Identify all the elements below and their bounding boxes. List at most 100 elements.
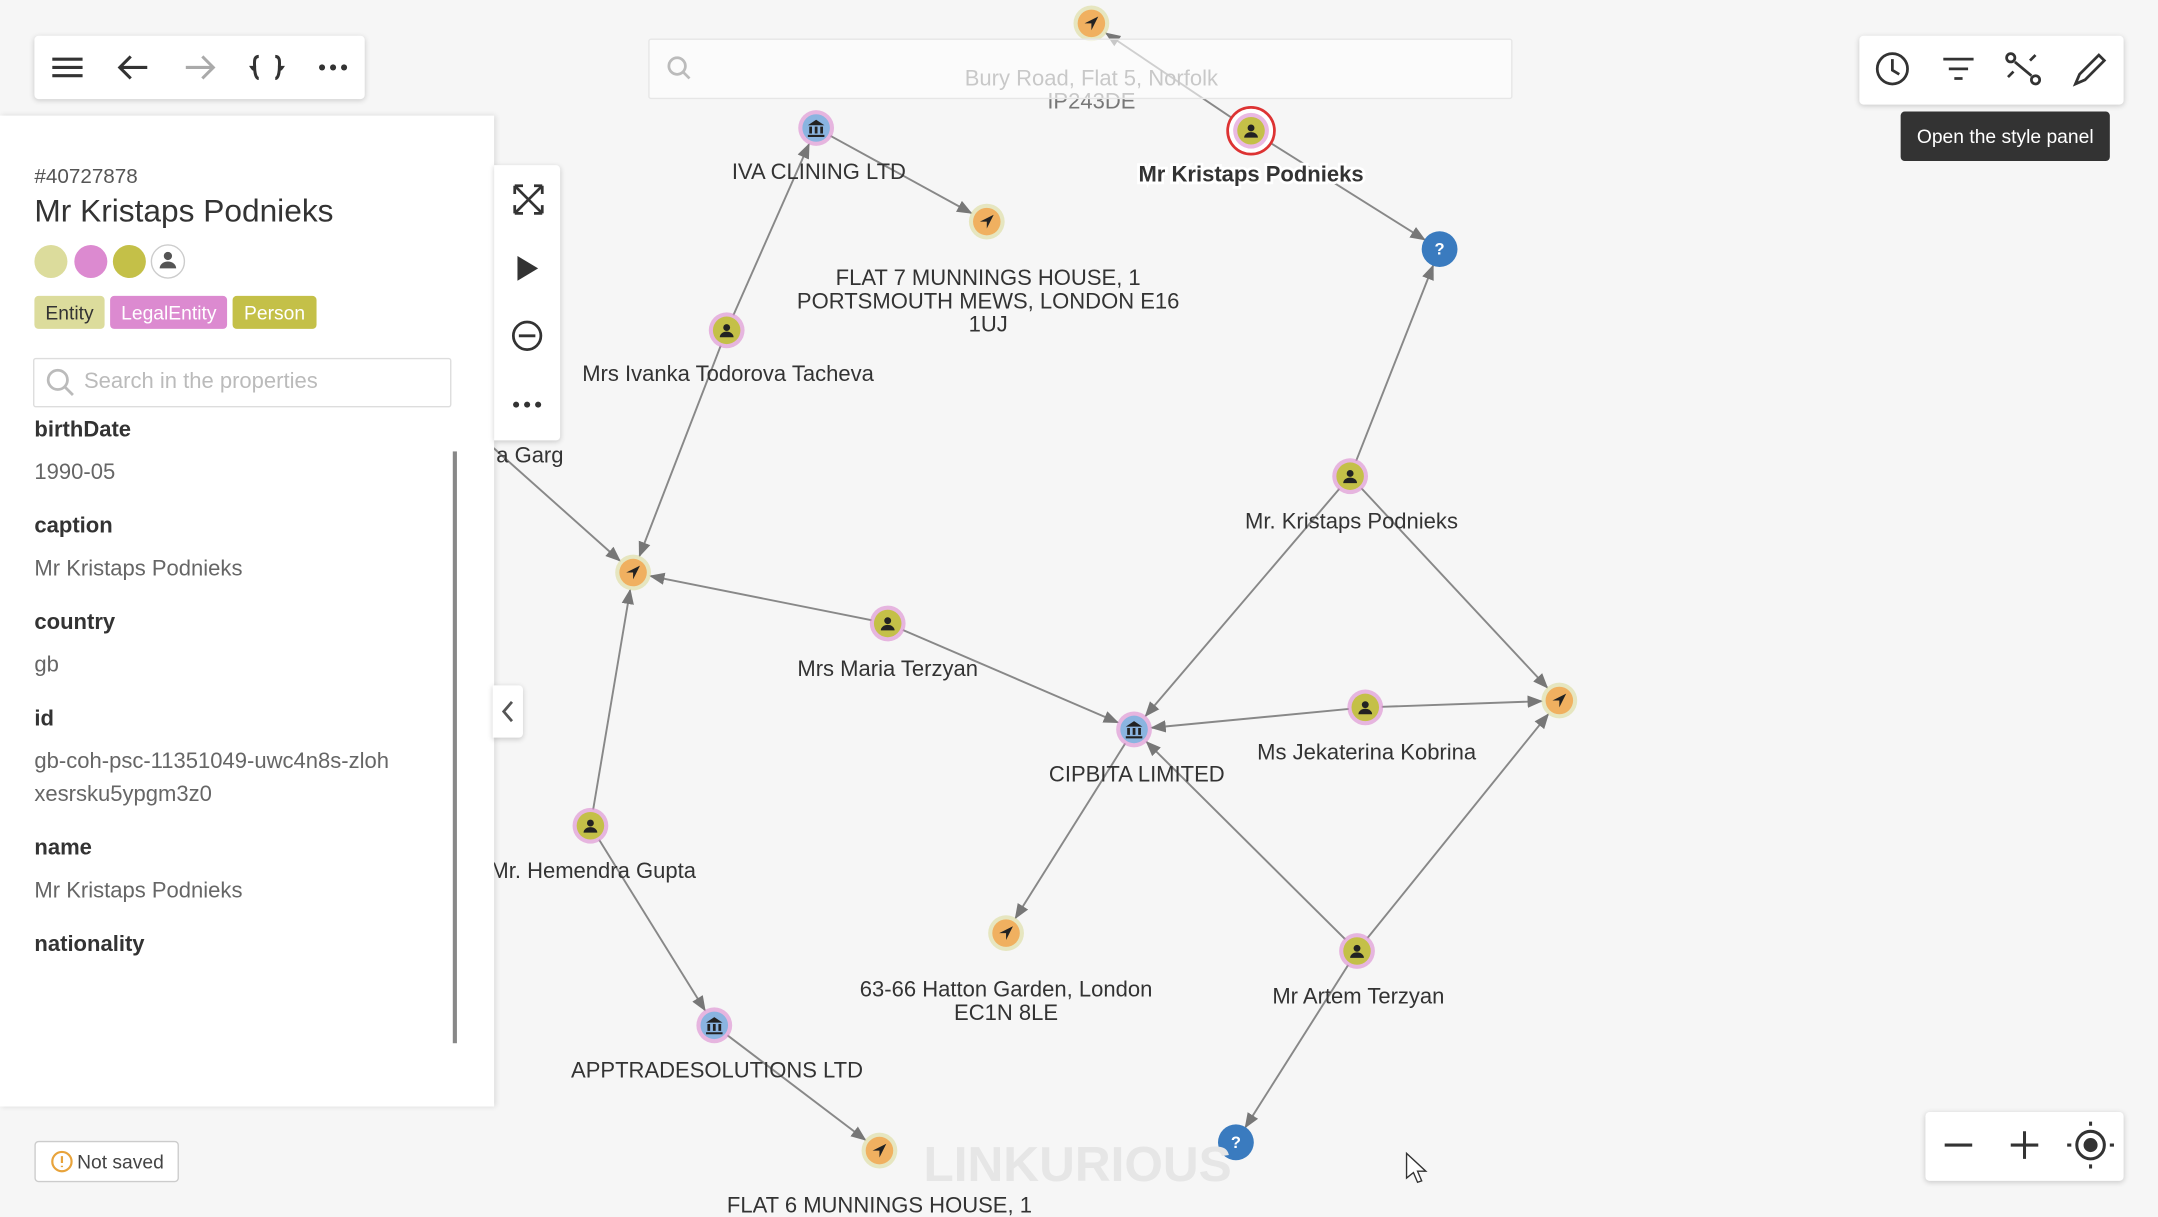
- toolbar: [34, 35, 365, 100]
- collapse-icon: [501, 701, 514, 723]
- property-key: id: [34, 707, 54, 731]
- address-icon: [1552, 693, 1567, 708]
- person-icon: [1343, 477, 1358, 484]
- person-icon: [719, 331, 734, 338]
- address-icon: [1084, 16, 1099, 31]
- node[interactable]: APPTRADESOLUTIONS LTD: [571, 1007, 863, 1083]
- company-icon: [706, 1017, 723, 1035]
- property-key: birthDate: [34, 418, 132, 442]
- save-status: Not saved: [34, 1140, 179, 1183]
- property-value: gb-coh-psc-11351049-uwc4n8s-zlohxesrsku5…: [34, 750, 389, 807]
- property-value: 1990-05: [34, 461, 116, 485]
- person-icon: [1358, 708, 1373, 715]
- graph-controls: [494, 165, 561, 441]
- property-key: nationality: [34, 933, 145, 957]
- tags: Entity LegalEntity Person: [34, 295, 321, 329]
- details-panel: #40727878 Mr Kristaps Podnieks Entity Leg…: [0, 115, 495, 1107]
- node[interactable]: Mrs Ivanka Todorova Tacheva: [582, 312, 875, 386]
- node-label: APPTRADESOLUTIONS LTD: [571, 1058, 863, 1083]
- address-icon: [999, 926, 1013, 940]
- node[interactable]: Mr Kristaps Podnieks: [1136, 105, 1366, 189]
- node-title: Mr Kristaps Podnieks: [34, 192, 334, 229]
- company-icon: [1125, 721, 1143, 739]
- node[interactable]: Ms Jekaterina Kobrina: [1257, 689, 1477, 765]
- node[interactable]: IVA CLINING LTD: [732, 110, 906, 184]
- node[interactable]: [615, 554, 651, 591]
- property-value: gb: [34, 653, 59, 678]
- edge: [902, 629, 1120, 724]
- node-label: PORTSMOUTH MEWS, LONDON E16: [797, 288, 1179, 313]
- node[interactable]: Mr Artem Terzyan: [1272, 933, 1444, 1008]
- warning-icon: [51, 1150, 73, 1173]
- node-circle: [1222, 1128, 1250, 1157]
- property-search[interactable]: Search in the properties: [33, 357, 452, 408]
- toolbar-icons[interactable]: [34, 36, 364, 99]
- node-label: Mrs Maria Terzyan: [797, 656, 978, 681]
- watermark: LINKURIOUS: [924, 1137, 1232, 1192]
- edge: [1381, 695, 1543, 708]
- collapse-button[interactable]: [492, 685, 523, 738]
- tag: Person: [232, 295, 317, 329]
- cursor: [1405, 1151, 1428, 1184]
- search-icon: [46, 368, 74, 396]
- edge: [1145, 740, 1346, 941]
- graph-control-icons[interactable]: [494, 165, 560, 440]
- node-label: Mr. Hemendra Gupta: [490, 858, 696, 883]
- node-label: IVA CLINING LTD: [732, 159, 906, 184]
- zoom-icons[interactable]: [1925, 1112, 2123, 1181]
- right-toolbar-icons[interactable]: [1859, 36, 2123, 105]
- tooltip: Open the style panel: [1900, 111, 2110, 162]
- node-label: Mr. Kristaps Podnieks: [1245, 508, 1458, 533]
- property-key: country: [34, 611, 116, 635]
- node-label: FLAT 6 MUNNINGS HOUSE, 1: [727, 1193, 1032, 1217]
- question-icon: ?: [1435, 241, 1445, 259]
- search-placeholder: Search in the properties: [83, 370, 318, 394]
- property-key: name: [34, 836, 92, 861]
- person-icon: [1247, 124, 1255, 132]
- property-key: caption: [34, 514, 113, 539]
- node-label: FLAT 7 MUNNINGS HOUSE, 1: [836, 265, 1141, 290]
- edge: [1360, 487, 1549, 689]
- node[interactable]: [1541, 682, 1578, 719]
- edge: [830, 135, 973, 214]
- edge: [1355, 264, 1434, 462]
- node[interactable]: CIPBITA LIMITED: [1049, 711, 1225, 787]
- person-icon: [1361, 701, 1369, 709]
- person-icon: [586, 819, 594, 827]
- property-value: Mr Kristaps Podnieks: [34, 879, 243, 903]
- company-icon: [807, 119, 825, 137]
- edge: [1014, 742, 1127, 920]
- search-icon: [667, 56, 691, 80]
- search-bar[interactable]: [648, 38, 1513, 100]
- scrollbar: [452, 451, 457, 1044]
- question-icon: ?: [1231, 1134, 1241, 1152]
- person-icon: [583, 827, 598, 833]
- node[interactable]: Mrs Maria Terzyan: [797, 605, 978, 681]
- edge: [638, 345, 722, 558]
- zoom-controls: [1925, 1112, 2124, 1181]
- person-icon: [1244, 132, 1258, 138]
- node[interactable]: ?: [1421, 231, 1458, 267]
- node[interactable]: FLAT 6 MUNNINGS HOUSE, 1: [727, 1132, 1032, 1217]
- node[interactable]: Mr. Kristaps Podnieks: [1245, 458, 1458, 533]
- edge: [598, 839, 706, 1012]
- node-colors: [34, 244, 186, 279]
- tag: LegalEntity: [110, 295, 228, 329]
- tag: Entity: [34, 295, 105, 329]
- person-icon: [723, 324, 731, 331]
- node-label: a Garg: [496, 442, 563, 467]
- edge: [1150, 708, 1349, 733]
- node-label: Mrs Ivanka Todorova Tacheva: [582, 361, 874, 386]
- node-label: EC1N 8LE: [954, 1000, 1058, 1025]
- node-label: 1UJ: [969, 312, 1008, 337]
- node[interactable]: Mr. Hemendra Gupta: [490, 807, 697, 883]
- node-label: CIPBITA LIMITED: [1049, 762, 1225, 787]
- person-icon: [1350, 952, 1364, 958]
- node[interactable]: ?: [1218, 1124, 1254, 1161]
- node-circle: [1425, 235, 1454, 263]
- right-toolbar: [1859, 35, 2124, 105]
